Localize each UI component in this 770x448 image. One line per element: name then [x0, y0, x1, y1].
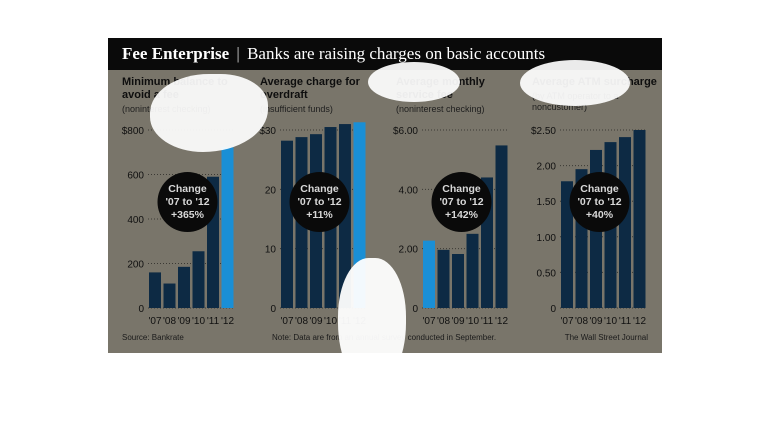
x-tick-label: '11 — [481, 316, 494, 327]
x-tick-label: '10 — [604, 316, 617, 327]
change-badge-label: +40% — [586, 209, 614, 221]
y-tick-label: 1.00 — [537, 233, 557, 244]
x-tick-label: '12 — [495, 316, 508, 327]
overlay-smudge — [338, 258, 406, 388]
change-badge-label: +365% — [171, 209, 205, 221]
x-tick-label: '11 — [619, 316, 632, 327]
x-tick-label: '10 — [192, 316, 205, 327]
change-badge-label: +142% — [445, 209, 479, 221]
x-tick-label: '07 — [148, 316, 161, 327]
footer-source: Source: Bankrate — [122, 333, 184, 342]
change-badge-label: Change — [442, 183, 481, 195]
bar — [178, 266, 190, 308]
bar — [437, 249, 450, 308]
x-tick-label: '10 — [324, 316, 337, 327]
x-tick-label: '08 — [163, 316, 176, 327]
y-tick-label: 0 — [138, 304, 144, 315]
change-badge — [289, 172, 350, 232]
bar — [466, 233, 479, 308]
y-tick-label: 400 — [127, 215, 144, 226]
x-tick-label: '07 — [560, 316, 573, 327]
x-tick-label: '08 — [437, 316, 450, 327]
y-tick-label: 600 — [127, 171, 144, 182]
bar — [423, 240, 435, 308]
charts-canvas: 0200400600$800'07'08'09'10'11'12Change'0… — [122, 122, 647, 327]
x-tick-label: '09 — [309, 316, 322, 327]
y-tick-label: 200 — [127, 260, 144, 271]
footer-credit: The Wall Street Journal — [564, 333, 648, 342]
x-tick-label: '07 — [280, 316, 293, 327]
bar — [619, 137, 631, 308]
y-tick-label: 0 — [412, 304, 418, 315]
bar — [495, 145, 508, 308]
header-headline: Banks are raising charges on basic accou… — [247, 44, 546, 63]
change-badge-label: Change — [300, 183, 339, 195]
y-tick-label: $2.50 — [531, 126, 556, 137]
bar — [561, 181, 573, 308]
change-badge-label: Change — [580, 183, 619, 195]
bar — [221, 147, 234, 308]
x-tick-label: '09 — [451, 316, 464, 327]
y-tick-label: $30 — [259, 126, 276, 137]
change-badge-label: '07 to '12 — [577, 196, 621, 208]
bar — [452, 254, 464, 308]
panel-2-title: Average charge for overdraft — [260, 76, 360, 101]
overlay-smudge — [368, 62, 460, 102]
x-tick-label: '07 — [422, 316, 435, 327]
bar — [633, 130, 646, 308]
y-tick-label: $800 — [122, 126, 145, 137]
change-badge-label: '07 to '12 — [439, 196, 483, 208]
y-tick-label: 1.50 — [537, 197, 557, 208]
y-tick-label: 0.50 — [537, 268, 557, 279]
y-tick-label: 4.00 — [399, 185, 419, 196]
overlay-smudge — [150, 74, 268, 152]
y-tick-label: 0 — [270, 304, 276, 315]
y-tick-label: $6.00 — [393, 126, 418, 137]
change-badge — [569, 172, 630, 232]
change-badge — [157, 172, 218, 232]
x-tick-label: '11 — [207, 316, 220, 327]
change-badge-label: '07 to '12 — [165, 196, 209, 208]
header-title: Fee Enterprise | Banks are raising charg… — [122, 44, 545, 64]
header-kicker: Fee Enterprise — [122, 44, 230, 63]
y-tick-label: 2.00 — [399, 245, 419, 256]
x-tick-label: '08 — [295, 316, 308, 327]
header-separator: | — [236, 44, 240, 63]
x-tick-label: '09 — [177, 316, 190, 327]
x-tick-label: '12 — [221, 316, 234, 327]
x-tick-label: '08 — [575, 316, 588, 327]
overlay-smudge — [520, 60, 630, 106]
x-tick-label: '10 — [466, 316, 479, 327]
change-badge-label: +11% — [306, 209, 333, 221]
bar — [163, 283, 176, 308]
bar — [281, 140, 293, 308]
panel-2-subtitle: (insufficient funds) — [260, 104, 333, 114]
x-tick-label: '09 — [589, 316, 602, 327]
y-tick-label: 20 — [265, 185, 277, 196]
change-badge — [431, 172, 492, 232]
y-tick-label: 2.00 — [537, 162, 557, 173]
bar — [149, 272, 161, 308]
panel-3-subtitle: (noninterest checking) — [396, 104, 485, 114]
x-tick-label: '12 — [633, 316, 646, 327]
bar — [192, 251, 205, 308]
change-badge-label: '07 to '12 — [297, 196, 341, 208]
y-tick-label: 10 — [265, 245, 277, 256]
change-badge-label: Change — [168, 183, 207, 195]
y-tick-label: 0 — [550, 304, 556, 315]
